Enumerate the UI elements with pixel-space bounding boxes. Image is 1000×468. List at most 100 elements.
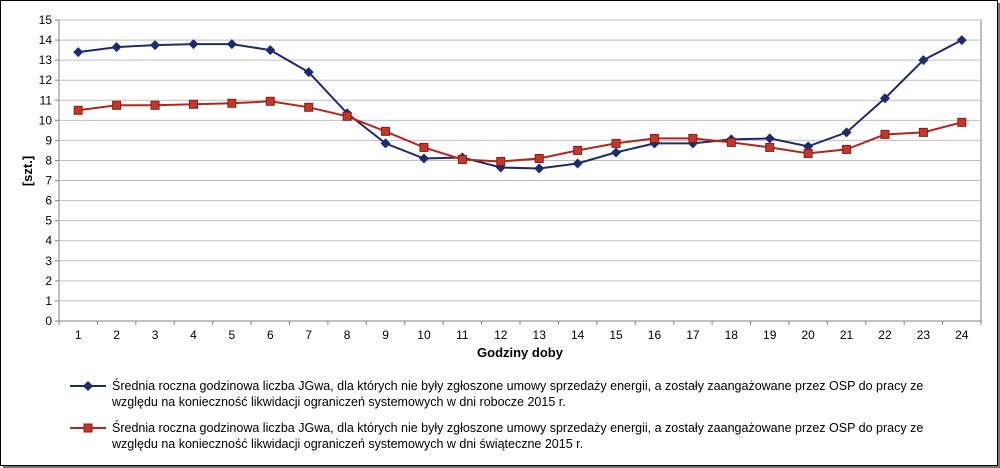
x-tick-label: 6 <box>267 328 274 342</box>
data-point-square <box>726 137 736 147</box>
data-point-square <box>457 154 467 164</box>
x-axis: 1 2 3 4 5 6 7 8 9 10 11 12 13 14 15 16 17 18 19 20 21 22 23 24 <box>58 321 982 342</box>
data-point-square <box>842 144 852 154</box>
x-tick-label: 2 <box>113 328 120 342</box>
data-point-diamond <box>265 45 276 56</box>
x-tick-label: 9 <box>382 328 389 342</box>
series-line <box>78 100 963 163</box>
x-axis-title: Godziny doby <box>477 345 564 360</box>
data-point-diamond <box>150 40 161 51</box>
data-point-diamond <box>303 67 314 78</box>
y-tick-label: 14 <box>39 33 53 47</box>
data-point-square <box>803 148 813 158</box>
x-tick-label: 21 <box>840 328 854 342</box>
x-tick-label: 24 <box>955 328 969 342</box>
data-point-square <box>227 98 237 108</box>
plot-area <box>58 19 982 322</box>
x-tick-label: 17 <box>686 328 700 342</box>
data-point-diamond <box>572 158 583 169</box>
data-point-diamond <box>188 39 199 50</box>
x-tick-label: 23 <box>917 328 931 342</box>
data-point-diamond <box>534 163 545 174</box>
data-point-square <box>534 153 544 163</box>
chart-border-shadow-bottom <box>3 466 1000 468</box>
series-line <box>78 39 963 170</box>
data-point-diamond <box>841 127 852 138</box>
x-tick-label: 18 <box>725 328 739 342</box>
data-point-square <box>957 117 967 127</box>
x-tick-label: 11 <box>456 328 469 342</box>
data-point-square <box>688 133 698 143</box>
data-point-square <box>765 142 775 152</box>
x-tick-label: 3 <box>152 328 159 342</box>
data-point-diamond <box>611 147 622 158</box>
data-point-square <box>649 133 659 143</box>
data-point-square <box>112 100 122 110</box>
legend-marker-diamond <box>83 381 93 391</box>
y-tick-label: 5 <box>45 214 52 228</box>
x-tick-label: 5 <box>229 328 236 342</box>
y-tick-label: 13 <box>39 53 53 67</box>
data-point-diamond <box>73 47 84 58</box>
legend-label-holidays: Średnia roczna godzinowa liczba JGwa, dl… <box>112 421 924 451</box>
data-point-square <box>265 96 275 106</box>
y-tick-label: 7 <box>45 174 52 188</box>
data-point-diamond <box>803 141 814 152</box>
legend-marker-square <box>83 423 93 433</box>
data-point-square <box>150 100 160 110</box>
data-point-diamond <box>918 55 929 66</box>
y-tick-label: 9 <box>45 133 52 147</box>
data-point-square <box>880 129 890 139</box>
y-tick-label: 11 <box>40 93 53 107</box>
data-point-square <box>188 99 198 109</box>
data-point-square <box>573 145 583 155</box>
y-tick-label: 8 <box>45 153 52 167</box>
x-tick-label: 4 <box>190 328 197 342</box>
y-tick-label: 2 <box>45 274 52 288</box>
data-point-square <box>304 102 314 112</box>
data-point-square <box>342 111 352 121</box>
x-tick-label: 14 <box>571 328 585 342</box>
y-tick-label: 0 <box>45 314 52 328</box>
data-point-diamond <box>111 42 122 53</box>
x-tick-label: 1 <box>75 328 82 342</box>
x-tick-label: 8 <box>344 328 351 342</box>
data-point-square <box>918 127 928 137</box>
data-point-square <box>73 105 83 115</box>
x-tick-label: 20 <box>801 328 815 342</box>
x-tick-label: 19 <box>763 328 777 342</box>
y-tick-label: 1 <box>45 294 52 308</box>
x-tick-label: 16 <box>648 328 662 342</box>
y-tick-label: 4 <box>45 234 52 248</box>
data-point-diamond <box>956 35 967 46</box>
x-tick-label: 12 <box>494 328 508 342</box>
y-tick-label: 15 <box>39 13 53 27</box>
data-point-diamond <box>764 133 775 144</box>
legend-key-holidays <box>70 423 106 433</box>
y-axis-title: [szt.] <box>20 156 35 186</box>
data-point-diamond <box>418 153 429 164</box>
data-point-square <box>381 126 391 136</box>
data-point-square <box>496 156 506 166</box>
y-tick-label: 6 <box>45 194 52 208</box>
data-point-diamond <box>226 39 237 50</box>
legend-key-workdays <box>70 381 106 391</box>
x-tick-label: 10 <box>417 328 431 342</box>
legend-label-workdays: Średnia roczna godzinowa liczba JGwa, dl… <box>112 379 924 409</box>
series-2 <box>73 96 967 166</box>
x-tick-label: 15 <box>609 328 623 342</box>
chart-border-shadow-right <box>998 3 1000 468</box>
data-point-diamond <box>380 138 391 149</box>
series-layer <box>73 35 967 174</box>
x-tick-label: 7 <box>305 328 312 342</box>
y-tick-label: 12 <box>39 73 53 87</box>
y-tick-label: 10 <box>39 113 53 127</box>
data-point-square <box>611 138 621 148</box>
data-point-diamond <box>879 93 890 104</box>
data-point-square <box>419 142 429 152</box>
x-tick-label: 13 <box>533 328 547 342</box>
x-tick-label: 22 <box>878 328 892 342</box>
